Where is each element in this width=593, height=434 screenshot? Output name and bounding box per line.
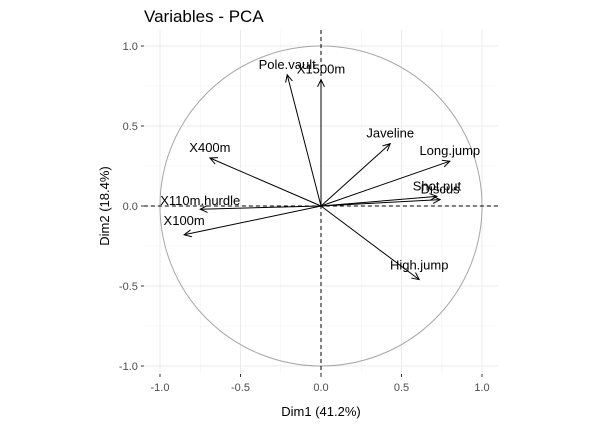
arrow-shaft bbox=[184, 205, 322, 236]
variable-arrow bbox=[183, 205, 322, 238]
arrow-head bbox=[208, 157, 218, 165]
variable-arrow bbox=[320, 196, 442, 207]
arrow-shaft bbox=[320, 199, 441, 207]
arrow-shaft bbox=[200, 205, 322, 210]
arrow-shaft bbox=[320, 205, 420, 281]
arrow-shaft bbox=[320, 195, 437, 207]
arrow-head bbox=[183, 229, 193, 238]
x-tick-label: -0.5 bbox=[231, 382, 250, 394]
chart-title: Variables - PCA bbox=[144, 7, 264, 26]
variable-arrow bbox=[317, 78, 325, 206]
y-tick-label: 0.0 bbox=[123, 201, 138, 213]
variable-label: Long.jump bbox=[419, 143, 480, 158]
variable-label: Discus bbox=[421, 182, 461, 197]
variable-arrow bbox=[320, 205, 421, 281]
variable-label: X110m.hurdle bbox=[160, 193, 240, 208]
variable-label: Javeline bbox=[366, 126, 414, 141]
variable-arrow bbox=[208, 157, 322, 207]
x-axis-label: Dim1 (41.2%) bbox=[281, 404, 360, 419]
x-tick-label: 0.5 bbox=[394, 382, 409, 394]
arrow-head bbox=[441, 159, 451, 168]
arrow-shaft bbox=[320, 160, 450, 207]
y-tick-label: 0.5 bbox=[123, 121, 138, 133]
variable-arrow bbox=[320, 159, 451, 207]
variable-arrow bbox=[320, 193, 439, 207]
y-tick-label: -0.5 bbox=[119, 281, 138, 293]
variable-label: X1500m bbox=[297, 62, 345, 77]
x-tick-label: 1.0 bbox=[474, 382, 489, 394]
x-tick-label: -1.0 bbox=[151, 382, 170, 394]
x-tick-label: 0.0 bbox=[313, 382, 328, 394]
variable-label: X100m bbox=[164, 213, 205, 228]
arrow-head bbox=[317, 78, 325, 88]
variable-arrows bbox=[183, 73, 451, 281]
arrow-head bbox=[199, 205, 208, 213]
variable-label: X400m bbox=[189, 140, 230, 155]
y-axis-label: Dim2 (18.4%) bbox=[97, 166, 112, 245]
variable-label: Shot.put bbox=[413, 178, 462, 193]
variable-arrow bbox=[320, 142, 392, 207]
arrow-head bbox=[432, 196, 442, 204]
arrow-head bbox=[429, 193, 439, 201]
arrow-shaft bbox=[209, 157, 322, 207]
variable-label: Pole.vault bbox=[259, 57, 316, 72]
arrow-head bbox=[285, 73, 293, 83]
arrow-shaft bbox=[320, 143, 391, 207]
y-tick-label: -1.0 bbox=[119, 361, 138, 373]
arrow-head bbox=[411, 272, 421, 281]
variable-label: High.jump bbox=[390, 258, 449, 273]
y-tick-label: 1.0 bbox=[123, 41, 138, 53]
variable-labels: X100m Long.jump Shot.put High.jump X400m X110… bbox=[160, 57, 480, 273]
variable-arrow bbox=[199, 205, 322, 213]
arrow-shaft bbox=[286, 74, 322, 207]
tick-labels: -1.0 -0.5 0.0 0.5 1.0 -1.0 -0.5 0.0 0.5 1.0 bbox=[119, 41, 490, 394]
variable-arrow bbox=[285, 73, 322, 207]
arrow-head bbox=[382, 142, 392, 152]
